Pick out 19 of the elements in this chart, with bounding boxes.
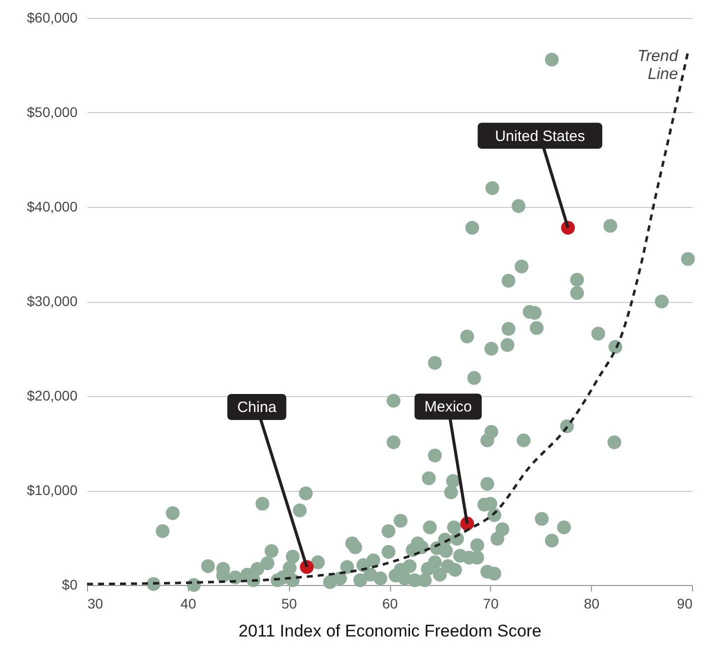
annotation: Mexico [424,398,472,416]
x-axis-title: 2011 Index of Economic Freedom Score [238,622,542,640]
y-tick-label: $60,000 [26,10,78,26]
y-tick-label: $40,000 [26,198,78,214]
y-tick-label: $0 [62,576,78,592]
x-tick-label: 30 [88,596,104,612]
x-tick-label: 60 [382,596,398,612]
y-tick-label: $20,000 [26,388,78,404]
x-tick-label: 90 [676,596,693,612]
annotation: China [237,399,278,416]
y-tick-label: $30,000 [26,293,78,309]
y-tick-label: $50,000 [26,104,78,120]
x-tick-label: 70 [483,596,499,612]
series-label: Trend Line [637,48,680,84]
x-tick-label: 80 [584,596,600,612]
x-tick-label: 50 [281,596,298,612]
x-tick-label: 40 [180,596,196,612]
y-tick-label: $10,000 [26,482,78,498]
annotation: United States [494,128,586,145]
